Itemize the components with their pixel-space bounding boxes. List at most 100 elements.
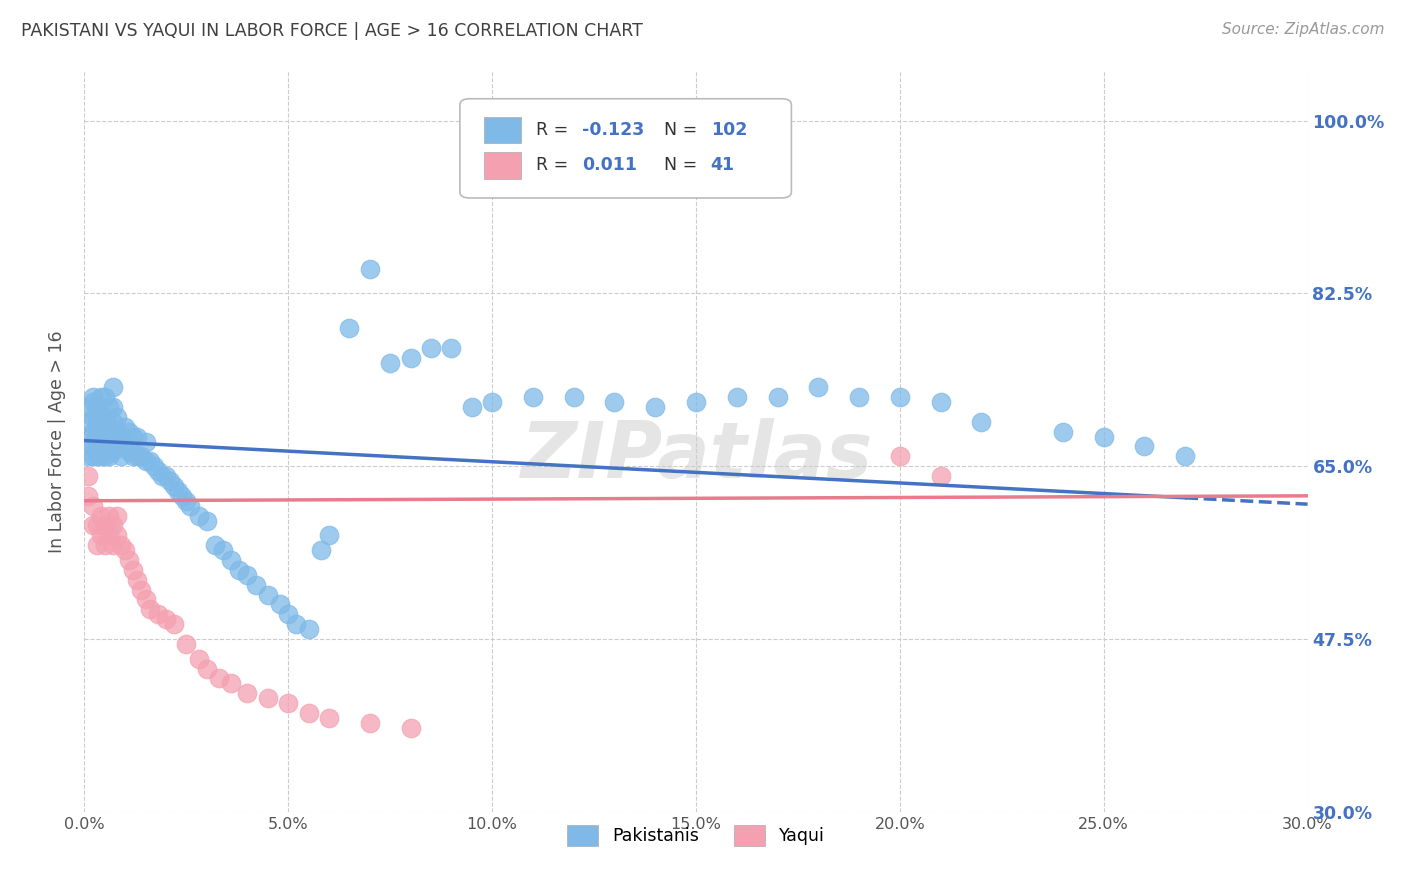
Point xyxy=(195,514,218,528)
Point xyxy=(101,380,124,394)
Point xyxy=(97,508,120,523)
Point xyxy=(77,489,100,503)
Point xyxy=(77,400,100,414)
Point xyxy=(90,429,112,443)
Point xyxy=(77,415,100,429)
Point xyxy=(97,419,120,434)
Point xyxy=(187,651,209,665)
Text: 102: 102 xyxy=(710,120,747,139)
Point xyxy=(82,450,104,464)
Point xyxy=(159,474,181,488)
Point xyxy=(77,429,100,443)
Point xyxy=(179,499,201,513)
Text: R =: R = xyxy=(536,156,574,174)
Point xyxy=(155,469,177,483)
FancyBboxPatch shape xyxy=(460,99,792,198)
Point xyxy=(163,617,186,632)
Point xyxy=(461,400,484,414)
Point xyxy=(86,450,108,464)
Point xyxy=(101,444,124,458)
Point xyxy=(97,400,120,414)
Point xyxy=(889,390,911,404)
Point xyxy=(114,543,136,558)
Point xyxy=(101,538,124,552)
Point xyxy=(138,602,160,616)
Point xyxy=(101,429,124,443)
Point xyxy=(685,395,707,409)
Point xyxy=(644,400,666,414)
Point xyxy=(90,419,112,434)
Text: R =: R = xyxy=(536,120,574,139)
Point xyxy=(807,380,830,394)
Point xyxy=(1174,450,1197,464)
Point xyxy=(208,672,231,686)
Point xyxy=(142,459,165,474)
Bar xyxy=(484,117,522,144)
Point xyxy=(163,479,186,493)
Point xyxy=(97,528,120,542)
Point xyxy=(155,612,177,626)
Point xyxy=(135,454,157,468)
Point xyxy=(90,508,112,523)
Point xyxy=(138,454,160,468)
Point xyxy=(440,341,463,355)
Point xyxy=(122,563,145,577)
Point xyxy=(127,429,149,443)
Point xyxy=(86,400,108,414)
Point xyxy=(172,489,194,503)
Point xyxy=(318,711,340,725)
Point xyxy=(219,553,242,567)
Point xyxy=(339,321,361,335)
Point xyxy=(122,429,145,443)
Point xyxy=(97,450,120,464)
Point xyxy=(929,395,952,409)
Point xyxy=(204,538,226,552)
Point xyxy=(105,440,128,454)
Point xyxy=(359,261,381,276)
Point xyxy=(219,676,242,690)
Point xyxy=(86,538,108,552)
Point xyxy=(118,553,141,567)
Point xyxy=(90,444,112,458)
Point xyxy=(122,450,145,464)
Point xyxy=(118,444,141,458)
Point xyxy=(1052,425,1074,439)
Point xyxy=(82,395,104,409)
Point xyxy=(127,573,149,587)
Point xyxy=(93,538,115,552)
Point xyxy=(277,696,299,710)
Point xyxy=(127,450,149,464)
Point xyxy=(82,518,104,533)
Point xyxy=(93,409,115,424)
Point xyxy=(146,464,169,478)
Point xyxy=(298,622,321,636)
Point xyxy=(848,390,870,404)
Point xyxy=(82,440,104,454)
Point xyxy=(97,434,120,449)
Point xyxy=(174,493,197,508)
Point xyxy=(131,582,153,597)
Point xyxy=(212,543,235,558)
Point xyxy=(90,390,112,404)
Point xyxy=(101,518,124,533)
Point xyxy=(269,598,291,612)
Text: PAKISTANI VS YAQUI IN LABOR FORCE | AGE > 16 CORRELATION CHART: PAKISTANI VS YAQUI IN LABOR FORCE | AGE … xyxy=(21,22,643,40)
Text: -0.123: -0.123 xyxy=(582,120,644,139)
Point xyxy=(86,434,108,449)
Point xyxy=(228,563,250,577)
Point xyxy=(1092,429,1115,443)
Point xyxy=(522,390,544,404)
Point xyxy=(481,395,503,409)
Y-axis label: In Labor Force | Age > 16: In Labor Force | Age > 16 xyxy=(48,330,66,553)
Point xyxy=(118,425,141,439)
Point xyxy=(359,715,381,730)
Point xyxy=(766,390,789,404)
Text: Source: ZipAtlas.com: Source: ZipAtlas.com xyxy=(1222,22,1385,37)
Text: N =: N = xyxy=(664,156,703,174)
Point xyxy=(82,499,104,513)
Text: N =: N = xyxy=(664,120,703,139)
Point xyxy=(298,706,321,720)
Point xyxy=(86,429,108,443)
Point xyxy=(970,415,993,429)
Point xyxy=(285,617,308,632)
